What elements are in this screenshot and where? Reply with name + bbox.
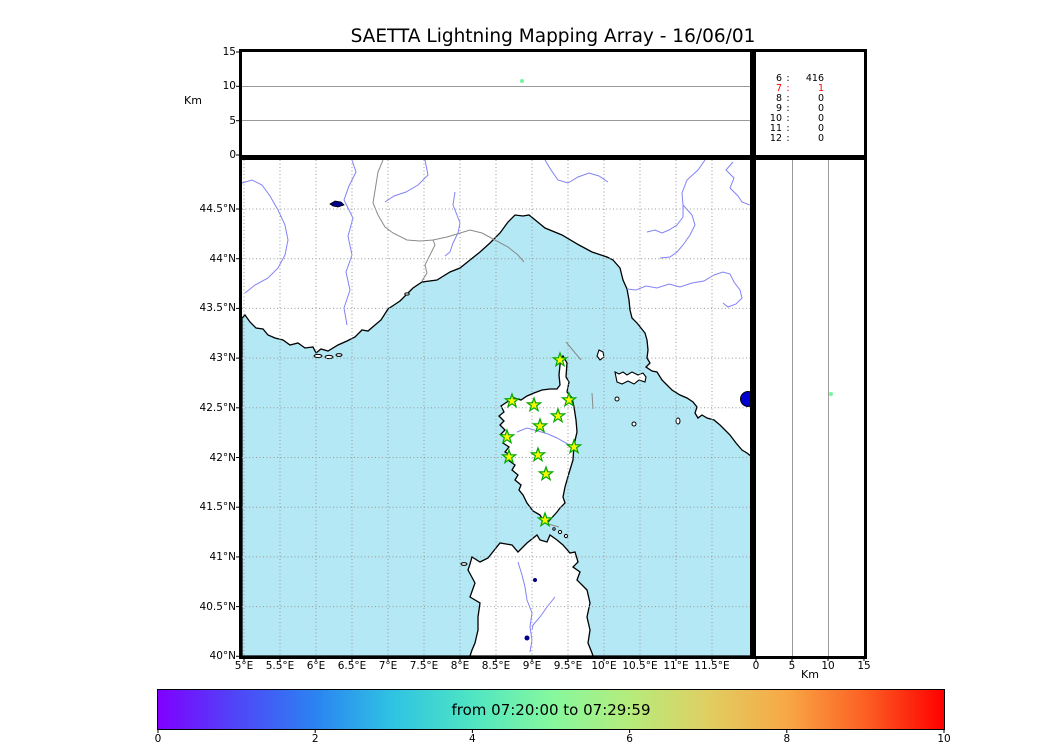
altitude-latitude-panel — [753, 157, 867, 659]
colorbar-tick-label: 6 — [626, 733, 633, 745]
colorbar-tick-label: 2 — [311, 733, 319, 745]
map-xtick-label: 5°E — [234, 660, 254, 672]
map-xtick-label: 9°E — [522, 660, 542, 672]
page-title: SAETTA Lightning Mapping Array - 16/06/0… — [350, 26, 756, 47]
map-ytick-label: 44.5°N — [199, 203, 236, 215]
map-xtick-label: 8.5°E — [481, 660, 511, 672]
map-ytick-label: 41.5°N — [199, 501, 236, 514]
right-panel-xtick-label: 5 — [788, 660, 796, 672]
right-panel-xtick-label: 10 — [821, 660, 835, 672]
map-xtick-label: 6.5°E — [337, 660, 367, 672]
colorbar-tick-label: 0 — [154, 733, 162, 745]
stats-row: 8:0 — [775, 93, 824, 104]
sea — [242, 214, 750, 656]
stats-row: 12:0 — [769, 133, 824, 144]
station-count-stats-panel: 6:416 7:1 8:0 9:0 10:0 11:0 12:0 — [753, 49, 867, 158]
gridline-10km-v — [828, 160, 829, 656]
capraia-island — [596, 349, 605, 361]
map-panel — [239, 157, 753, 659]
map-xtick-label: 10.5°E — [622, 660, 658, 672]
gridline-5km — [242, 120, 750, 121]
graticule-gridlines — [242, 160, 750, 656]
small-islands — [313, 292, 681, 566]
top-panel-ytick-label: 5 — [229, 114, 236, 127]
right-panel-xtick-label: 15 — [857, 660, 871, 672]
lightning-source-dot — [520, 79, 524, 83]
colorbar-tick-label: 4 — [469, 733, 476, 745]
stats-row: 7:1 — [775, 83, 824, 94]
stats-row: 10:0 — [769, 113, 824, 124]
map-xtick-label: 6°E — [306, 660, 326, 672]
map-xtick-label: 7°E — [378, 660, 398, 672]
map-ytick-label: 40°N — [209, 650, 236, 663]
map-xtick-label: 8°E — [450, 660, 470, 672]
map-ytick-label: 43.5°N — [199, 302, 236, 315]
gridline-5km-v — [792, 160, 793, 656]
top-panel-ytick-label: 15 — [222, 46, 236, 58]
lake-bolsena — [740, 391, 750, 407]
lakes — [329, 200, 750, 641]
map-xtick-label: 7.5°E — [409, 660, 439, 672]
colorbar-label: from 07:20:00 to 07:29:59 — [451, 700, 651, 719]
altitude-time-panel — [239, 49, 753, 158]
map-ytick-label: 42.5°N — [199, 401, 236, 414]
elba-island — [614, 371, 647, 385]
lightning-source-dot — [829, 392, 833, 396]
right-panel-xlabel: Km — [801, 668, 819, 681]
colorbar-tick-label: 8 — [783, 733, 791, 745]
right-panel-xtick-label: 0 — [752, 660, 760, 672]
map-xtick-label: 11.5°E — [694, 660, 730, 672]
map-ytick-label: 42°N — [209, 451, 236, 464]
time-colorbar: from 07:20:00 to 07:29:59 — [157, 689, 945, 730]
stats-row: 11:0 — [769, 123, 824, 134]
top-panel-ylabel: Km — [184, 94, 202, 107]
country-borders — [372, 160, 594, 528]
gridline-10km — [242, 86, 750, 87]
stats-rows: 6:416 7:1 8:0 9:0 10:0 11:0 12:0 — [766, 74, 858, 144]
top-panel-ytick-label: 0 — [229, 149, 236, 161]
map-ytick-label: 41°N — [209, 550, 236, 563]
map-ytick-label: 43°N — [209, 352, 236, 365]
map-drawing — [242, 160, 750, 656]
map-xtick-label: 11°E — [663, 660, 689, 672]
stats-row: 9:0 — [775, 103, 824, 114]
map-xtick-label: 5.5°E — [265, 660, 295, 672]
sardinia-island — [467, 534, 594, 656]
map-ytick-label: 44°N — [209, 252, 236, 265]
colorbar-tick-label: 10 — [937, 733, 951, 745]
map-xtick-label: 10°E — [591, 660, 617, 672]
map-ytick-label: 40.5°N — [199, 600, 236, 613]
stats-row: 6:416 — [775, 73, 824, 84]
top-panel-ytick-label: 10 — [222, 80, 236, 93]
map-xtick-label: 9.5°E — [553, 660, 583, 672]
